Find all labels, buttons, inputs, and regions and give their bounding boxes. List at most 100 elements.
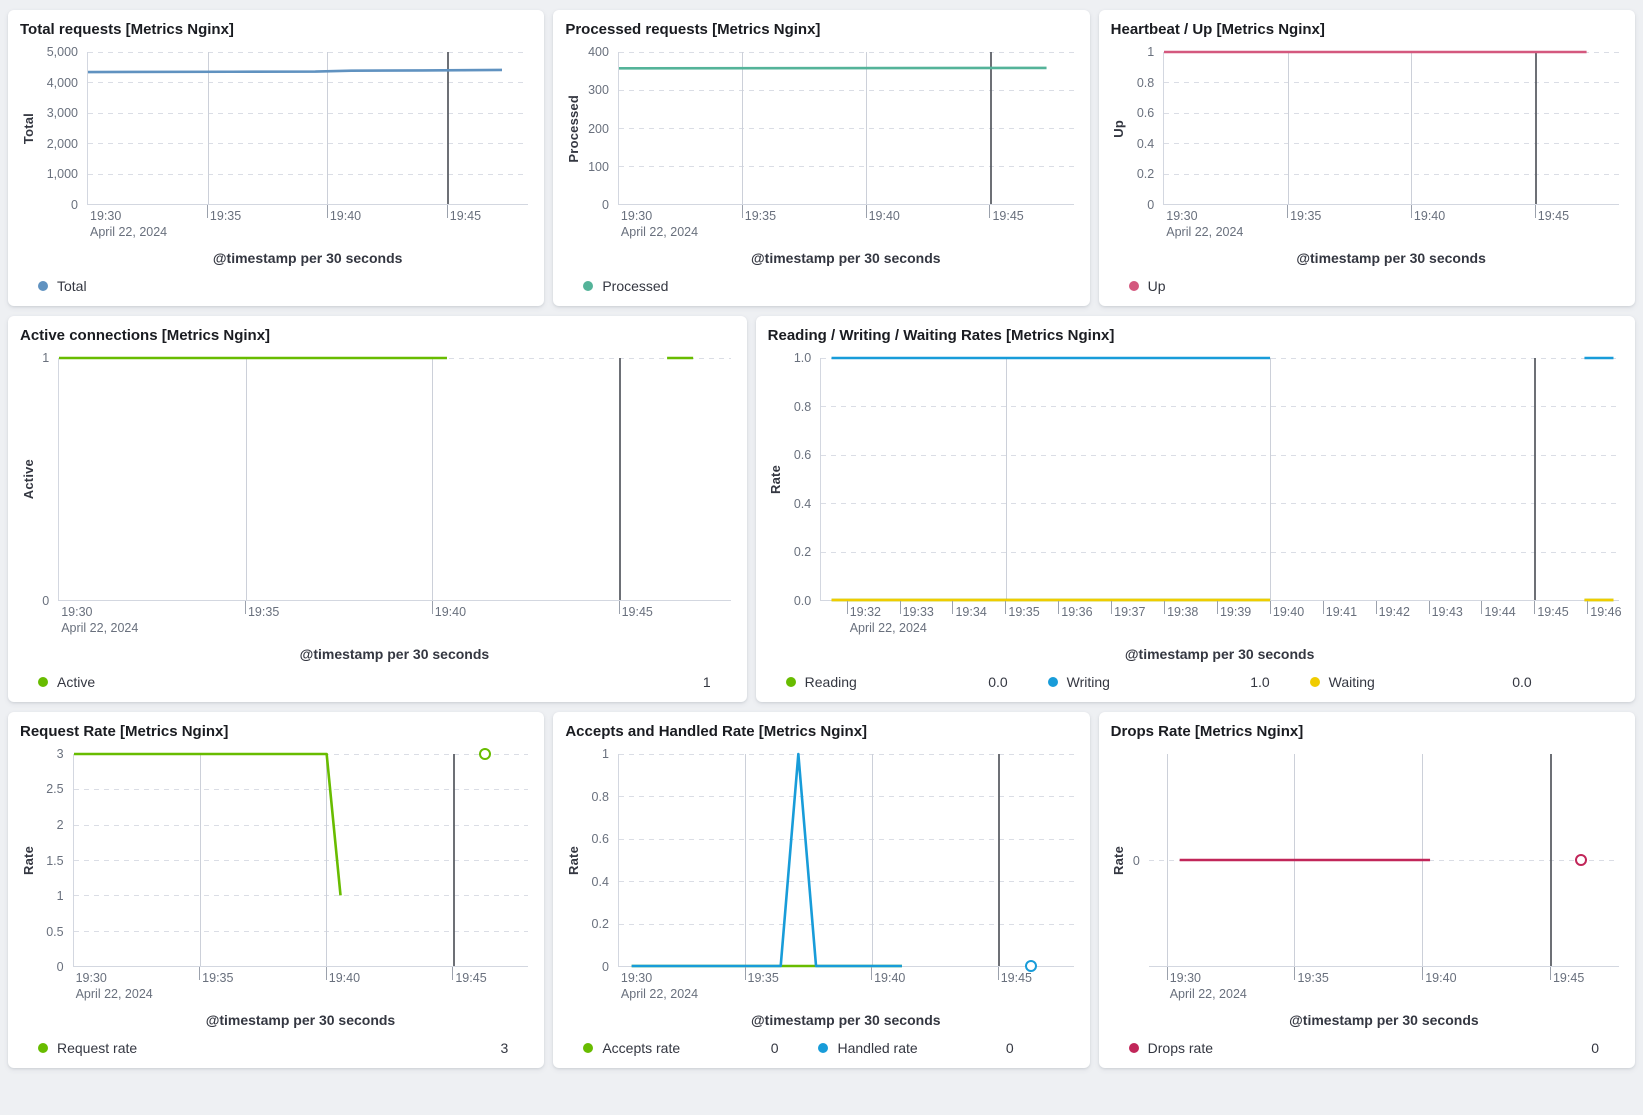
legend-dot-icon: [38, 1043, 48, 1053]
vertical-gridline: [1411, 52, 1413, 204]
legend-item-total[interactable]: Total: [38, 278, 87, 294]
plot-area[interactable]: [1148, 754, 1619, 967]
chart-area: Up 1 0.8 0.6 0.4 0.2 0 19:30 April 22, 2024 19:35…: [1109, 45, 1619, 266]
plot-area[interactable]: [58, 358, 731, 601]
horizontal-gridline: [88, 173, 529, 175]
x-axis-labels: 19:30 April 22, 2024 19:35 19:40 19:45: [73, 967, 529, 1003]
panel-title[interactable]: Reading / Writing / Waiting Rates [Metri…: [767, 327, 1115, 344]
y-axis-title-text: Active: [20, 459, 36, 500]
x-tick-mark: [1269, 601, 1271, 614]
y-tick-label: 0.8: [1136, 75, 1155, 90]
y-axis-title-text: Rate: [565, 846, 581, 875]
legend-label: Processed: [602, 278, 669, 294]
plot-area[interactable]: [617, 754, 1074, 972]
vertical-gridline: [1270, 358, 1272, 600]
y-axis-title-text: Up: [1111, 119, 1127, 138]
plot-area[interactable]: [820, 358, 1619, 601]
series-lines-canvas: [88, 52, 528, 204]
legend-dot-icon: [583, 1043, 594, 1053]
y-tick-label: 400: [588, 45, 609, 59]
y-tick-label: 0.6: [1136, 106, 1155, 121]
legend-item-processed[interactable]: Processed: [583, 278, 668, 294]
legend-item-request-rate[interactable]: Request rate: [38, 1040, 137, 1056]
legend-dot-icon: [785, 677, 796, 687]
x-tick-mark: [206, 205, 208, 218]
x-tick-label: 19:40: [868, 209, 900, 223]
x-axis-labels: 19:30 April 22, 2024 19:35 19:40 19:45: [618, 967, 1074, 1003]
plot-area[interactable]: [1163, 52, 1619, 205]
horizontal-gridline: [73, 895, 529, 897]
x-tick-mark: [244, 601, 246, 614]
legend-item-drops-rate[interactable]: Drops rate: [1128, 1040, 1213, 1056]
dashboard-row-3: Request Rate [Metrics Nginx] Rate 3 2.5 2 1.5…: [8, 712, 1635, 1068]
y-tick-label: 0.2: [591, 917, 609, 932]
legend-dot-icon: [1047, 677, 1058, 687]
dashboard: Total requests [Metrics Nginx] Total 5,000…: [8, 10, 1635, 1068]
x-tick-mark: [1549, 967, 1551, 980]
vertical-gridline: [199, 754, 201, 966]
x-axis-title: @timestamp per 30 seconds: [1124, 646, 1315, 662]
plot-area[interactable]: [617, 52, 1074, 205]
legend-item-reading[interactable]: Reading 0.0: [785, 674, 1048, 690]
legend-item-up[interactable]: Up: [1128, 278, 1166, 294]
x-tick-mark: [1587, 601, 1589, 614]
panel-title[interactable]: Total requests [Metrics Nginx]: [20, 21, 234, 38]
y-tick-label: 0.4: [591, 874, 609, 889]
vertical-gridline: [327, 52, 329, 204]
x-axis-date-label: April 22, 2024: [620, 987, 699, 1001]
legend-item-accepts-rate[interactable]: Accepts rate 0: [583, 1040, 818, 1056]
legend-item-writing[interactable]: Writing 1.0: [1047, 674, 1310, 690]
vertical-gridline: [871, 754, 873, 966]
y-tick-label: 200: [588, 121, 609, 136]
y-tick-label: 0: [601, 198, 609, 212]
x-tick-label: 19:40: [1272, 605, 1305, 619]
legend-value: 0: [770, 1040, 779, 1056]
horizontal-gridline: [1164, 82, 1619, 84]
series-lines-canvas: [1149, 754, 1619, 966]
x-tick-mark: [1058, 601, 1060, 614]
plot-area[interactable]: [72, 748, 529, 967]
y-tick-label: 0: [71, 198, 78, 212]
y-tick-label: 300: [588, 83, 609, 98]
series-lines-canvas: [619, 754, 1074, 966]
y-axis-labels: 0: [1129, 754, 1149, 967]
y-axis-title: Up: [1109, 52, 1129, 205]
chart-area: Rate 3 2.5 2 1.5 1 0.5 0 19:30 April 22, 2024 19:3…: [18, 747, 529, 1028]
x-tick-mark: [865, 205, 867, 218]
plot-area[interactable]: [87, 52, 529, 205]
y-axis-labels: 1 0.8 0.6 0.4 0.2 0: [583, 747, 618, 974]
y-tick-label: 3: [56, 747, 64, 761]
panel-title[interactable]: Drops Rate [Metrics Nginx]: [1110, 723, 1304, 740]
x-tick-label: 19:30: [620, 209, 653, 223]
panel-title[interactable]: Request Rate [Metrics Nginx]: [20, 723, 229, 740]
x-axis-title: @timestamp per 30 seconds: [751, 1012, 941, 1028]
y-tick-label: 0.4: [793, 496, 812, 511]
legend-item-active[interactable]: Active: [38, 674, 95, 690]
horizontal-gridline: [618, 52, 1074, 53]
x-tick-label: 19:43: [1431, 605, 1463, 619]
panel-title[interactable]: Accepts and Handled Rate [Metrics Nginx]: [565, 723, 868, 740]
data-point-marker: [1574, 854, 1587, 866]
legend-item-waiting[interactable]: Waiting 0.0: [1309, 674, 1572, 690]
x-tick-mark: [744, 967, 746, 980]
legend-item-handled-rate[interactable]: Handled rate 0: [818, 1040, 1053, 1056]
x-tick-label: 19:40: [329, 209, 362, 223]
x-tick-label: 19:30: [90, 209, 122, 223]
y-axis-labels: 3 2.5 2 1.5 1 0.5 0: [38, 747, 73, 974]
horizontal-gridline: [618, 166, 1074, 167]
y-axis-labels: 400 300 200 100 0: [583, 45, 618, 212]
y-tick-label: 0: [42, 594, 50, 608]
legend-label: Accepts rate: [602, 1040, 681, 1056]
x-tick-mark: [446, 205, 448, 218]
panel-title[interactable]: Active connections [Metrics Nginx]: [20, 327, 271, 344]
panel-title[interactable]: Processed requests [Metrics Nginx]: [565, 21, 821, 38]
vertical-gridline: [745, 754, 747, 966]
vertical-gridline: [432, 358, 434, 600]
y-tick-label: 0: [601, 960, 609, 974]
y-tick-label: 1: [1147, 45, 1155, 59]
legend-value: 0.0: [1512, 674, 1532, 690]
x-tick-mark: [1164, 601, 1166, 614]
panel-title[interactable]: Heartbeat / Up [Metrics Nginx]: [1110, 21, 1325, 38]
panel-total-requests-metrics-nginx: Total requests [Metrics Nginx] Total 5,000…: [8, 10, 545, 306]
x-axis-title: @timestamp per 30 seconds: [212, 250, 403, 266]
